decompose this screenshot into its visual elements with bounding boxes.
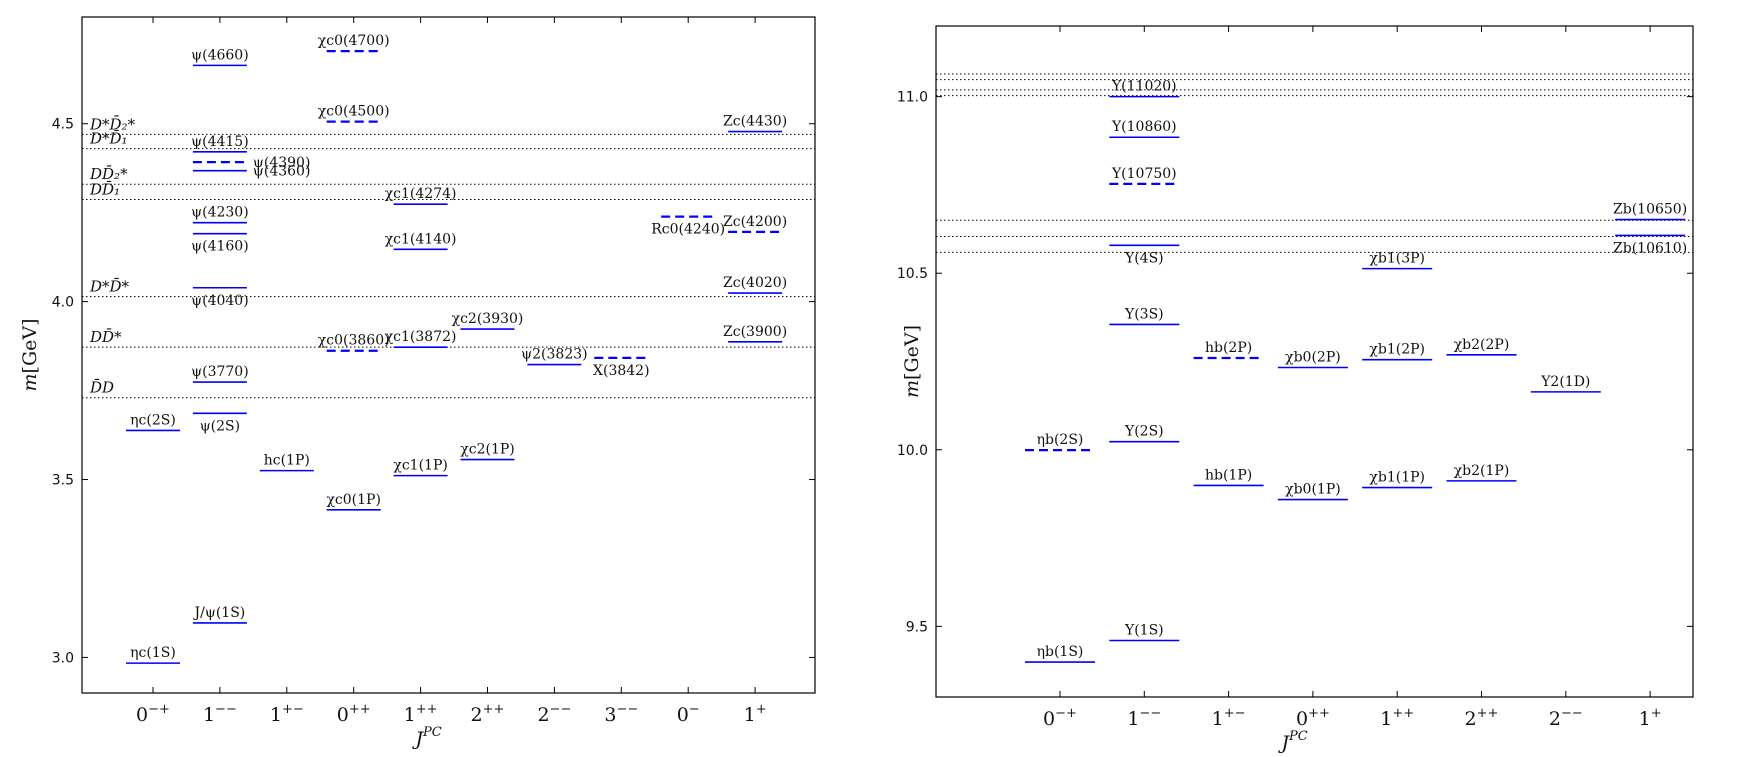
state-label: ψ(4040) — [191, 293, 249, 309]
state-label: ηb(1S) — [1037, 644, 1084, 660]
y-tick-label: 10.0 — [897, 443, 928, 459]
state-label: ηb(2S) — [1037, 432, 1084, 448]
threshold-label: DD̄₂* — [89, 165, 128, 183]
x-category-label: 2−− — [537, 702, 571, 726]
state-label: Υ(10860) — [1111, 119, 1177, 135]
plot-frame — [935, 25, 1694, 698]
x-category-label: 1++ — [404, 702, 438, 726]
state-label: ψ(4230) — [191, 205, 249, 221]
x-axis-title: JPC — [1277, 729, 1307, 754]
state-label: χb0(1P) — [1285, 482, 1341, 498]
y-axis-title: m[GeV] — [19, 319, 41, 392]
state-label: χc1(4140) — [385, 231, 457, 247]
threshold-label: D*D̄* — [89, 278, 130, 296]
x-category-label: 1+− — [270, 702, 304, 726]
state-label: Υ(10750) — [1111, 166, 1177, 182]
state-label: Rc0(4240) — [651, 222, 725, 238]
y-tick-label: 4.5 — [52, 117, 74, 133]
state-label: ψ(2S) — [200, 418, 240, 434]
x-axis-title: JPC — [411, 725, 441, 750]
x-category-label: 0−+ — [1043, 706, 1077, 730]
y-tick-label: 11.0 — [897, 90, 928, 106]
state-label: ψ(4415) — [191, 134, 249, 150]
state-label: hb(2P) — [1205, 340, 1252, 356]
y-tick-label: 10.5 — [897, 266, 928, 282]
state-label: ψ(4360) — [253, 164, 311, 180]
state-label: χc0(1P) — [326, 492, 380, 508]
state-label: χc1(1P) — [393, 458, 447, 474]
state-label: hb(1P) — [1205, 467, 1252, 483]
x-category-label: 1+ — [1639, 706, 1662, 730]
state-label: Zb(10610) — [1613, 240, 1687, 256]
y-tick-label: 3.5 — [52, 473, 74, 489]
x-category-label: 2++ — [1465, 706, 1499, 730]
state-label: Υ(1S) — [1124, 622, 1164, 638]
threshold-label: D*D̄₂* — [89, 115, 136, 133]
x-category-label: 2−− — [1549, 706, 1583, 730]
state-label: χb1(3P) — [1369, 251, 1425, 267]
state-label: ψ(4160) — [191, 239, 249, 255]
threshold-label: DD̄* — [89, 328, 122, 346]
x-category-label: 1−− — [203, 702, 237, 726]
state-label: χb1(2P) — [1369, 342, 1425, 358]
state-label: J/ψ(1S) — [193, 605, 246, 621]
state-label: χc0(4500) — [318, 104, 390, 120]
state-label: X(3842) — [593, 363, 650, 379]
state-label: χb2(1P) — [1454, 463, 1510, 479]
state-label: χc0(3860) — [318, 333, 390, 349]
y-tick-label: 4.0 — [52, 295, 74, 311]
state-label: Zc(3900) — [723, 324, 787, 340]
state-label: χc2(1P) — [460, 442, 514, 458]
threshold-label: DD̄₁ — [89, 181, 120, 199]
x-category-label: 1−− — [1127, 706, 1161, 730]
state-label: ψ(4660) — [191, 47, 249, 63]
y-tick-label: 3.0 — [52, 650, 74, 666]
state-label: Zc(4200) — [723, 214, 787, 230]
x-category-label: 0− — [677, 702, 700, 726]
x-category-label: 1++ — [1380, 706, 1414, 730]
bottomonium-panel: 9.5 10.0 10.5 11.0 m[GeV] 0−+ 1−− 1+− 0++ 1++ 2++ 2… — [897, 25, 1694, 754]
x-category-label: 2++ — [471, 702, 505, 726]
state-label: Zb(10650) — [1613, 202, 1687, 218]
state-label: ηc(2S) — [130, 412, 176, 428]
state-label: ψ(4390) — [253, 155, 311, 171]
state-label: χb1(1P) — [1369, 470, 1425, 486]
state-label: χb2(2P) — [1454, 337, 1510, 353]
state-label: Zc(4020) — [723, 275, 787, 291]
state-label: ψ2(3823) — [521, 347, 587, 363]
x-category-label: 0++ — [1296, 706, 1330, 730]
state-label: χc2(3930) — [452, 311, 524, 327]
y-tick-label: 9.5 — [906, 619, 928, 635]
x-category-label: 1+− — [1212, 706, 1246, 730]
x-category-label: 1+ — [744, 702, 767, 726]
state-label: Υ(11020) — [1111, 79, 1177, 95]
plot-frame — [81, 16, 816, 694]
state-label: χc0(4700) — [318, 33, 390, 49]
state-label: hc(1P) — [264, 453, 310, 469]
state-label: ψ(3770) — [191, 364, 249, 380]
state-label: Υ(2S) — [1124, 424, 1164, 440]
state-label: χc1(4274) — [385, 186, 457, 202]
charmonium-panel: 3.0 3.5 4.0 4.5 m[GeV] 0−+ 1−− 1+− 0++ 1++ 2++ 2−− 3… — [19, 16, 816, 750]
state-label: χc1(3872) — [385, 329, 457, 345]
state-label: Υ(3S) — [1124, 306, 1164, 322]
state-label: χb0(2P) — [1285, 350, 1341, 366]
state-label: Υ(4S) — [1124, 250, 1164, 266]
x-category-label: 3−− — [604, 702, 638, 726]
state-label: ηc(1S) — [130, 645, 176, 661]
threshold-label: D̄D — [89, 379, 114, 397]
x-category-label: 0−+ — [136, 702, 170, 726]
x-category-label: 0++ — [337, 702, 371, 726]
state-label: Υ2(1D) — [1540, 374, 1590, 390]
state-label: Zc(4430) — [723, 114, 787, 130]
y-axis-title: m[GeV] — [901, 325, 923, 398]
